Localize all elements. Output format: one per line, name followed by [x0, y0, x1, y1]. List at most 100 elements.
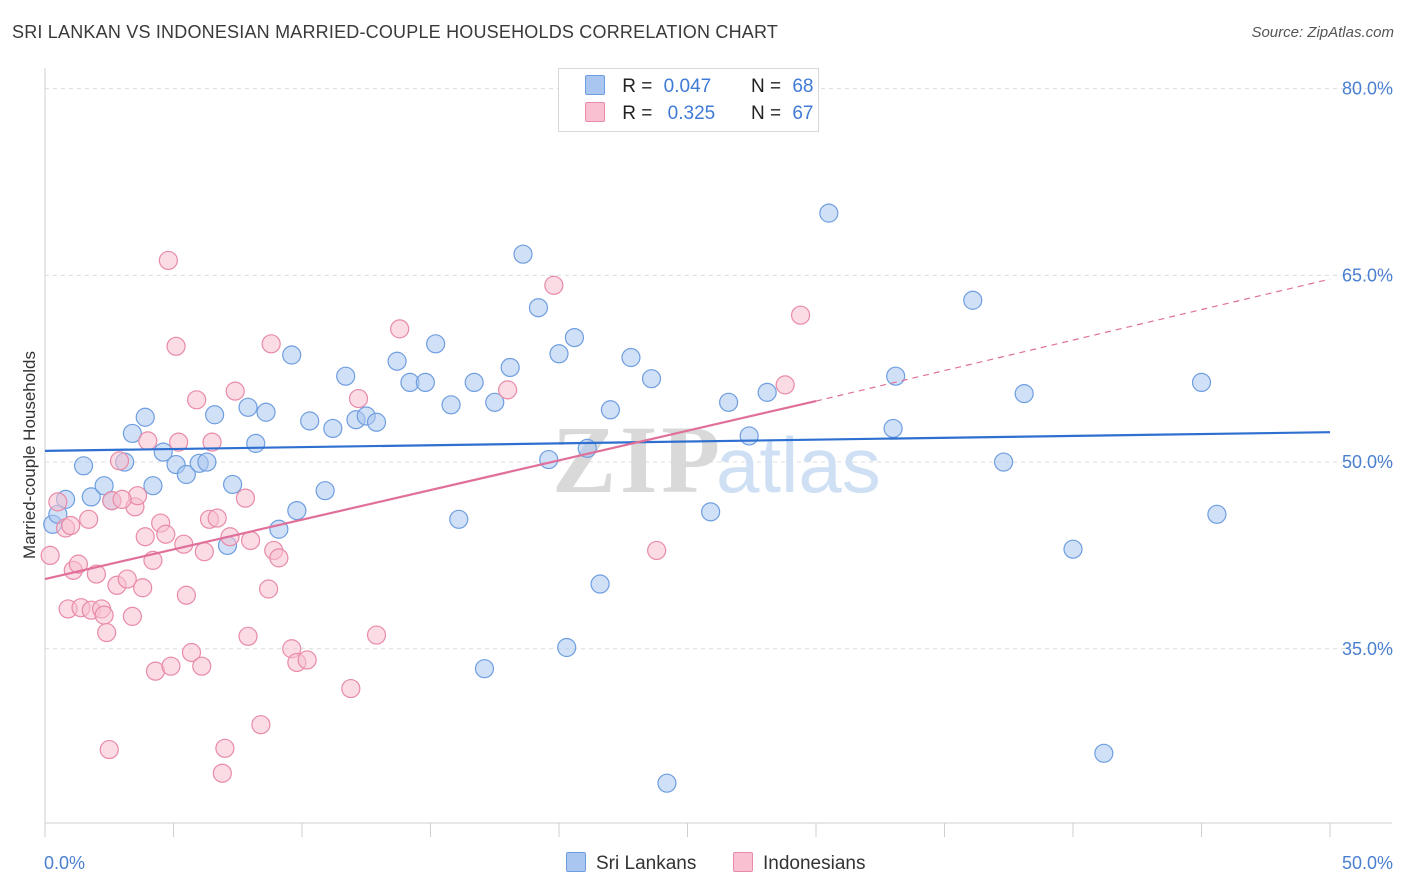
sri-lankans-point-21 [256, 402, 276, 422]
sri-lankans-point-45 [549, 344, 569, 364]
indonesians-point-31 [176, 585, 196, 605]
indonesians-point-42 [238, 626, 258, 646]
bottom-legend-swatch-indonesians [733, 852, 753, 872]
legend-n-label: N = [750, 103, 782, 124]
indonesians-point-36 [202, 432, 222, 452]
indonesians-point-63 [112, 489, 132, 509]
bottom-legend-indonesians: Indonesians [733, 852, 865, 875]
sri-lankans-point-38 [464, 372, 484, 393]
sri-lankans-point-32 [387, 351, 407, 371]
sri-lankans-point-9 [135, 407, 155, 427]
sri-lankans-point-28 [336, 366, 356, 386]
indonesians-trend-extension [815, 278, 1331, 402]
sri-lankans-point-5 [94, 476, 114, 496]
indonesians-point-37 [207, 508, 227, 528]
sri-lankans-point-19 [238, 397, 258, 417]
y-tick-label-3: 80.0% [1342, 79, 1393, 99]
legend-r-label: R = [622, 76, 653, 97]
sri-lankans-point-42 [513, 244, 533, 264]
source-credit: Source: ZipAtlas.com [1251, 24, 1394, 41]
indonesians-points [40, 250, 811, 783]
indonesians-point-40 [225, 381, 245, 401]
sri-lankans-point-58 [819, 203, 839, 223]
indonesians-point-34 [192, 656, 212, 676]
indonesians-point-32 [181, 642, 202, 663]
indonesians-point-28 [166, 336, 186, 356]
indonesians-point-20 [133, 578, 153, 598]
indonesians-point-55 [498, 380, 518, 400]
chart-title: SRI LANKAN VS INDONESIAN MARRIED-COUPLE … [12, 22, 779, 42]
indonesians-point-26 [158, 250, 178, 271]
indonesians-point-61 [212, 763, 232, 783]
indonesians-point-38 [215, 738, 235, 758]
sri-lankans-point-51 [621, 347, 641, 368]
axes [44, 68, 1392, 837]
indonesians-point-50 [297, 650, 317, 670]
indonesians-point-54 [390, 319, 410, 339]
sri-lankans-point-62 [994, 452, 1014, 472]
sri-lankans-point-20 [246, 433, 266, 453]
indonesians-point-1 [48, 492, 68, 512]
sri-lankans-point-15 [197, 452, 217, 472]
sri-lankans-point-66 [1191, 372, 1212, 393]
sri-lankans-point-40 [485, 392, 505, 412]
indonesians-point-64 [156, 524, 176, 544]
indonesians-point-21 [135, 527, 155, 547]
indonesians-point-0 [40, 545, 60, 566]
sri-lankans-point-37 [449, 509, 469, 529]
sri-lankans-point-23 [282, 345, 302, 365]
indonesians-point-41 [235, 488, 256, 508]
sri-lankans-point-55 [719, 392, 739, 412]
indonesians-point-52 [348, 388, 369, 409]
sri-lankans-point-24 [287, 500, 307, 521]
sri-lankans-point-63 [1014, 384, 1034, 404]
sri-lankans-point-4 [81, 487, 101, 507]
legend-swatch-sri-lankans [585, 75, 605, 95]
indonesians-point-16 [117, 569, 137, 589]
indonesians-point-62 [61, 515, 81, 536]
legend-row-indonesians: R = 0.325 N = 67 [585, 102, 813, 126]
indonesians-point-57 [647, 540, 667, 561]
indonesians-point-65 [194, 542, 214, 562]
sri-lankans-point-46 [557, 637, 577, 658]
x-tick-label-min: 0.0% [44, 853, 85, 873]
x-tick-labels: 0.0% 50.0% [44, 853, 1393, 873]
indonesians-point-47 [269, 548, 289, 568]
sri-lankans-point-10 [143, 476, 163, 496]
indonesians-point-29 [169, 432, 189, 452]
sri-lankans-point-3 [73, 456, 94, 476]
sri-lankans-point-50 [600, 400, 621, 420]
sri-lankans-point-59 [883, 418, 903, 439]
sri-lankans-point-35 [426, 334, 446, 354]
sri-lankans-point-26 [315, 481, 335, 501]
sri-lankans-point-56 [739, 426, 759, 446]
sri-lankans-trend-line [44, 431, 1331, 452]
bottom-legend-swatch-sri-lankans [566, 852, 586, 872]
sri-lankans-point-60 [886, 366, 906, 386]
legend-swatch-indonesians [585, 102, 605, 122]
sri-lankans-point-43 [528, 298, 549, 318]
indonesians-point-45 [261, 334, 281, 354]
indonesians-point-11 [94, 605, 114, 625]
sri-lankans-point-36 [441, 395, 461, 415]
sri-lankans-point-67 [1207, 504, 1227, 524]
bottom-legend-label-sri-lankans: Sri Lankans [596, 853, 697, 874]
sri-lankans-point-13 [176, 464, 196, 485]
sri-lankans-point-49 [590, 574, 610, 594]
indonesians-point-59 [790, 305, 811, 325]
legend-n-value: 67 [792, 103, 814, 124]
sri-lankans-point-16 [205, 405, 225, 425]
y-axis-label: Married-couple Households [20, 351, 39, 559]
indonesians-point-44 [258, 579, 279, 599]
indonesians-point-7 [79, 509, 99, 529]
indonesians-point-9 [86, 564, 107, 584]
indonesians-point-51 [341, 678, 361, 699]
indonesians-point-53 [366, 625, 387, 645]
indonesians-point-30 [174, 534, 194, 554]
y-tick-labels: 35.0% 50.0% 65.0% 80.0% [1342, 79, 1393, 659]
indonesians-point-5 [68, 554, 89, 574]
sri-lankans-point-11 [153, 442, 173, 462]
indonesians-point-56 [544, 275, 564, 295]
legend-n-label: N = [750, 76, 782, 97]
